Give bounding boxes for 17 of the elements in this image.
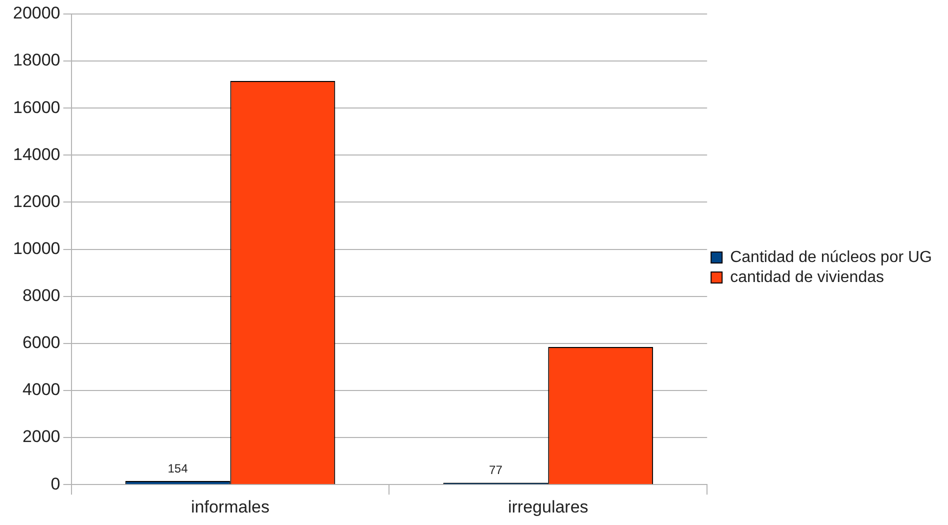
y-tick-label: 4000: [22, 380, 60, 400]
y-tick-label: 16000: [12, 98, 60, 117]
y-tick-label: 20000: [12, 4, 60, 23]
y-tick-label: 2000: [22, 427, 60, 446]
y-tick-label: 10000: [12, 238, 60, 258]
y-tick-label: 0: [50, 474, 60, 494]
y-tick-label: 18000: [12, 50, 60, 70]
legend-label: cantidad de viviendas: [730, 268, 884, 286]
y-tick-label: 12000: [12, 192, 60, 211]
legend-label: Cantidad de núcleos por UG: [730, 248, 932, 266]
y-tick-label: 6000: [22, 333, 60, 352]
x-tick-label: irregulares: [508, 497, 588, 516]
y-tick-label: 14000: [12, 144, 60, 164]
data-label: 154: [168, 461, 188, 476]
data-label: 77: [489, 463, 503, 478]
y-tick-label: 8000: [22, 286, 60, 306]
x-tick-label: informales: [191, 497, 270, 516]
